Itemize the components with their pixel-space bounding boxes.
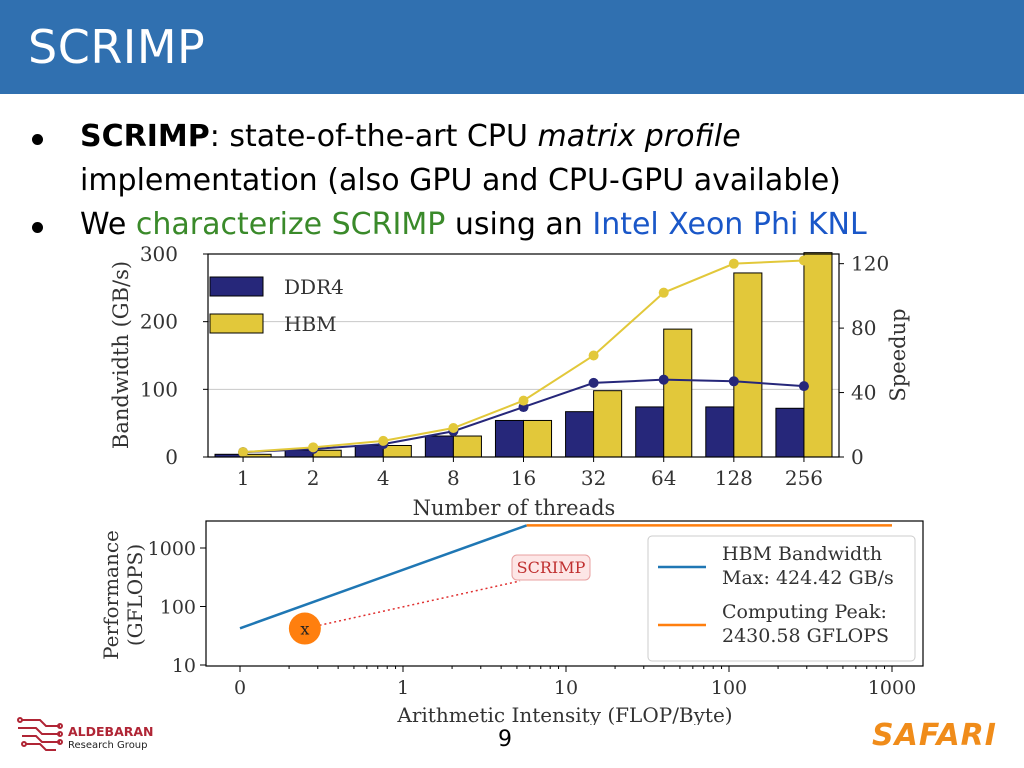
x-tick-label: 128 [715, 466, 753, 490]
bullet-dot [32, 222, 43, 233]
speedup-point [588, 377, 599, 388]
bullet-dot [32, 134, 43, 145]
bullet-item-1: SCRIMP: state-of-the-art CPU matrix prof… [22, 115, 1022, 203]
logo-name: ALDEBARAN [68, 724, 154, 739]
bullet-item-2: We characterize SCRIMP using an Intel Xe… [22, 203, 1022, 247]
legend-label-line2: Max: 424.42 GB/s [722, 567, 894, 589]
bar-ddr4 [565, 411, 595, 458]
annotation-label: SCRIMP [517, 558, 586, 577]
bullet-blue-term: Intel Xeon Phi KNL [592, 207, 867, 242]
legend-label-line2: 2430.58 GFLOPS [722, 625, 889, 647]
bar-ddr4 [635, 406, 665, 458]
y-tick-label: 100 [140, 377, 178, 401]
legend-label-line1: Computing Peak: [722, 601, 887, 623]
y2-tick-label: 120 [851, 252, 889, 276]
page-number: 9 [498, 727, 512, 752]
circuit-logo-icon [17, 717, 63, 751]
y-tick-label: 10 [172, 655, 196, 677]
legend-label-line1: HBM Bandwidth [722, 543, 882, 565]
bar-ddr4 [424, 435, 454, 458]
x-axis-label: Number of threads [413, 496, 616, 520]
y-tick-label: 300 [140, 245, 178, 266]
annotation-box [511, 554, 591, 581]
slide-title: SCRIMP [28, 20, 206, 74]
aldebaran-logo: ALDEBARAN Research Group [16, 712, 154, 756]
bar-hbm [523, 419, 553, 458]
bar-hbm [593, 390, 623, 458]
safari-logo: SAFARI [872, 718, 997, 753]
bar-ddr4 [775, 407, 805, 458]
bullet-text-cont: implementation (also GPU and CPU-GPU ava… [80, 163, 841, 198]
x-tick-label: 1000 [868, 677, 916, 699]
x-tick-label: 100 [711, 677, 747, 699]
y-tick-label: 1000 [148, 538, 196, 560]
y2-tick-label: 0 [851, 445, 864, 469]
speedup-point [798, 255, 809, 266]
bar-hbm [382, 444, 412, 458]
x-tick-label: 16 [511, 466, 536, 490]
speedup-point [238, 447, 249, 458]
x-tick-label: 1 [237, 466, 250, 490]
y-tick-label: 100 [160, 597, 196, 619]
annotation-pointer [304, 580, 521, 630]
speedup-point [588, 350, 599, 361]
y2-tick-label: 40 [851, 381, 876, 405]
slide-header: SCRIMP [0, 0, 1024, 94]
bar-hbm [733, 272, 763, 458]
bar-hbm [663, 328, 693, 458]
legend-label: DDR4 [284, 275, 344, 299]
speedup-point [448, 423, 459, 433]
x-tick-label: 32 [581, 466, 606, 490]
bullet-bold-term: SCRIMP [80, 119, 210, 154]
x-tick-label: 2 [307, 466, 320, 490]
y-tick-label: 200 [140, 310, 178, 334]
bar-ddr4 [705, 406, 735, 458]
x-tick-label: 0 [234, 677, 246, 699]
speedup-point [658, 287, 669, 298]
bandwidth-speedup-chart: 0 100 200 300 0 40 80 120 1 2 4 8 16 32 64 128 256 DDR4 H… [109, 245, 910, 520]
y2-axis-label: Speedup [886, 308, 910, 401]
bar-ddr4 [354, 444, 384, 458]
x-tick-label: 8 [447, 466, 460, 490]
x-axis-label: Arithmetic Intensity (FLOP/Byte) [396, 703, 732, 725]
x-tick-label: 4 [377, 466, 390, 490]
bullet-list: SCRIMP: state-of-the-art CPU matrix prof… [22, 115, 1022, 247]
legend-label: HBM [284, 312, 337, 336]
logo-subtitle: Research Group [68, 740, 148, 751]
bullet-text: We [80, 207, 136, 242]
y-tick-label: 0 [165, 445, 178, 469]
bullet-italic-term: matrix profile [537, 119, 741, 154]
x-tick-label: 64 [651, 466, 676, 490]
bar-hbm [452, 435, 482, 458]
speedup-point [658, 374, 669, 385]
speedup-point [378, 435, 389, 446]
speedup-point [798, 381, 809, 392]
legend-swatch [209, 276, 264, 297]
speedup-point [518, 395, 529, 406]
x-tick-label: 10 [554, 677, 578, 699]
y-axis-label-line2: (GFLOPS) [123, 544, 147, 646]
legend-swatch [209, 313, 264, 334]
bar-ddr4 [494, 419, 525, 458]
bar-hbm [803, 252, 833, 458]
bullet-text: : state-of-the-art CPU [209, 119, 538, 154]
y-axis-label: Bandwidth (GB/s) [109, 261, 133, 449]
roofline-line [239, 524, 528, 630]
speedup-point [728, 258, 739, 269]
bullet-green-term: characterize SCRIMP [135, 207, 446, 242]
speedup-point [728, 376, 739, 387]
speedup-point [308, 442, 319, 453]
scrimp-point-label: x [300, 620, 309, 639]
bullet-text: using an [445, 207, 593, 242]
y2-tick-label: 80 [851, 316, 876, 340]
scrimp-point [288, 612, 321, 645]
x-tick-label: 256 [785, 466, 823, 490]
y-axis-label-line1: Performance [99, 530, 123, 660]
legend-box [647, 535, 916, 662]
plot-frame [205, 520, 924, 667]
x-tick-label: 1 [397, 677, 409, 699]
